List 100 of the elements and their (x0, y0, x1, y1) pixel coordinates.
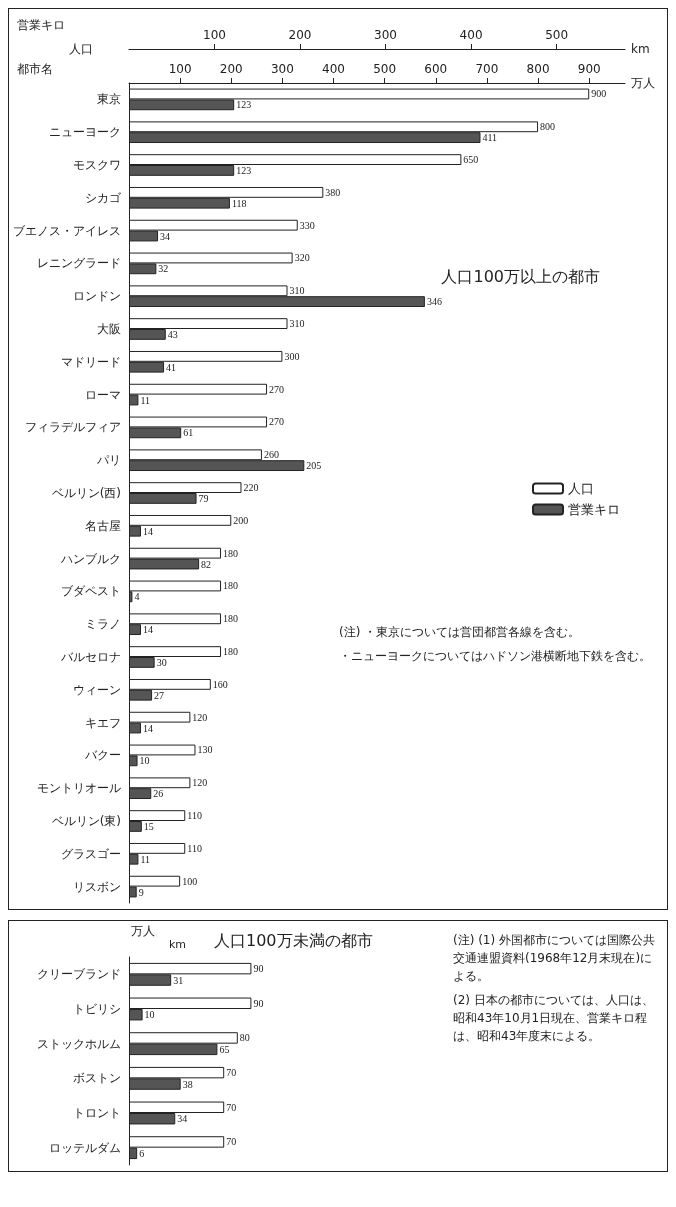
y-tick-label: 東京 (97, 92, 121, 107)
data-label: 26 (153, 788, 164, 800)
y-tick-label: レニングラード (37, 256, 121, 271)
annotation: ・ニューヨークについてはハドソン港横断地下鉄を含む。 (339, 649, 651, 663)
data-label: 300 (284, 350, 300, 362)
y-axis-title: 都市名 (17, 62, 53, 76)
data-label: 260 (263, 449, 279, 461)
text: 人口100万未満の都市 (214, 930, 373, 950)
y-tick-label: トロント (73, 1106, 121, 1120)
data-label: 346 (426, 296, 442, 308)
y-tick-label: バルセロナ (60, 650, 121, 664)
x-tick-label: 500 (373, 62, 397, 76)
x-tick-label: 600 (424, 62, 448, 76)
text: (注) (1) 外国都市については国際公共交通連盟資料(1968年12月末現在)による。 (453, 933, 655, 983)
y-tick-label: ベルリン(西) (51, 486, 121, 500)
y-tick-label: ロッテルダム (49, 1140, 121, 1155)
text: (2) 日本の都市については、人口は、昭和43年10月1日現在、営業キロ程は、昭和43年度末による。 (453, 993, 654, 1043)
y-tick-label: パリ (96, 453, 121, 468)
data-label: 205 (306, 460, 322, 472)
y-tick-label: クリーブランド (37, 967, 121, 982)
data-label: 800 (540, 121, 556, 133)
data-label: 118 (231, 197, 247, 209)
y-tick-label: フィラデルフィア (25, 420, 121, 435)
x-tick-label: 800 (526, 62, 550, 76)
x2-tick-label: 500 (545, 28, 569, 42)
data-label: 90 (253, 963, 264, 975)
data-label: 14 (142, 722, 153, 734)
data-label: 6 (139, 1147, 145, 1159)
data-label: 34 (160, 230, 171, 242)
y-tick-label: グラスゴー (61, 846, 121, 861)
data-label: 650 (463, 154, 479, 166)
text: km (631, 42, 650, 56)
data-label: 11 (140, 394, 151, 406)
data-label: 31 (173, 974, 184, 986)
data-label: 10 (144, 1009, 155, 1021)
data-label: 110 (187, 810, 202, 822)
data-label: 220 (243, 482, 259, 494)
y-tick-label: キエフ (85, 715, 121, 730)
data-label: 100 (182, 875, 198, 887)
x2-tick-label: 200 (288, 28, 312, 42)
data-label: 900 (591, 88, 607, 100)
text: 万人 (631, 76, 655, 90)
data-label: 41 (166, 361, 177, 373)
y-tick-label: ストックホルム (37, 1036, 121, 1051)
data-label: 130 (197, 744, 213, 756)
data-label: 32 (158, 263, 169, 275)
y-tick-label: ウィーン (73, 682, 121, 697)
data-label: 180 (223, 613, 239, 625)
data-label: 90 (253, 997, 264, 1009)
data-label: 61 (183, 427, 194, 439)
x-tick-label: 400 (322, 62, 345, 76)
data-label: 110 (187, 842, 202, 854)
data-label: 123 (236, 164, 252, 176)
data-label: 310 (289, 285, 305, 297)
x2-tick-label: 100 (203, 28, 226, 42)
y-tick-label: リスボン (73, 879, 121, 894)
data-label: 4 (134, 591, 140, 603)
x-tick-label: 300 (270, 62, 294, 76)
y-tick-label: ベルリン(東) (51, 814, 121, 828)
data-label: 27 (154, 689, 165, 701)
x-tick-label: 900 (577, 62, 601, 76)
data-label: 180 (223, 547, 239, 559)
data-label: 80 (239, 1032, 250, 1044)
data-label: 38 (182, 1078, 193, 1090)
text: 人口100万以上の都市 (441, 266, 601, 286)
annotation: (注) ・東京については営団都営各線を含む。 (339, 625, 581, 639)
y-tick-label: シカゴ (85, 190, 122, 205)
data-label: 380 (325, 186, 341, 198)
data-label: 200 (233, 514, 249, 526)
data-label: 160 (212, 678, 228, 690)
data-label: 30 (156, 656, 167, 668)
data-label: 15 (143, 820, 154, 832)
data-label: 270 (269, 383, 285, 395)
data-label: 123 (236, 99, 252, 111)
data-label: 270 (269, 416, 285, 428)
data-label: 70 (226, 1136, 237, 1148)
data-label: 82 (201, 558, 212, 570)
y-tick-label: 名古屋 (85, 518, 121, 533)
text: 万人 (131, 924, 155, 938)
data-label: 34 (177, 1113, 188, 1125)
data-label: 180 (223, 580, 239, 592)
x2-axis-title: 営業キロ (17, 18, 65, 32)
data-label: 320 (294, 252, 310, 264)
y-tick-label: ハンブルク (60, 551, 121, 566)
data-label: 79 (198, 492, 209, 504)
data-label: 310 (289, 318, 305, 330)
data-label: 14 (142, 624, 153, 636)
x-tick-label: 100 (168, 62, 192, 76)
x2-tick-label: 400 (459, 28, 483, 42)
data-label: 70 (226, 1101, 237, 1113)
data-label: 9 (138, 886, 144, 898)
data-label: 65 (219, 1043, 230, 1055)
data-label: 120 (192, 777, 208, 789)
x2-tick-label: 300 (374, 28, 397, 42)
data-label: 180 (223, 646, 239, 658)
y-tick-label: ローマ (85, 387, 121, 402)
data-label: 70 (226, 1067, 237, 1079)
x-axis-title: 人口 (69, 42, 93, 56)
legend-label: 営業キロ (568, 502, 620, 517)
y-tick-label: マドリード (61, 354, 121, 369)
